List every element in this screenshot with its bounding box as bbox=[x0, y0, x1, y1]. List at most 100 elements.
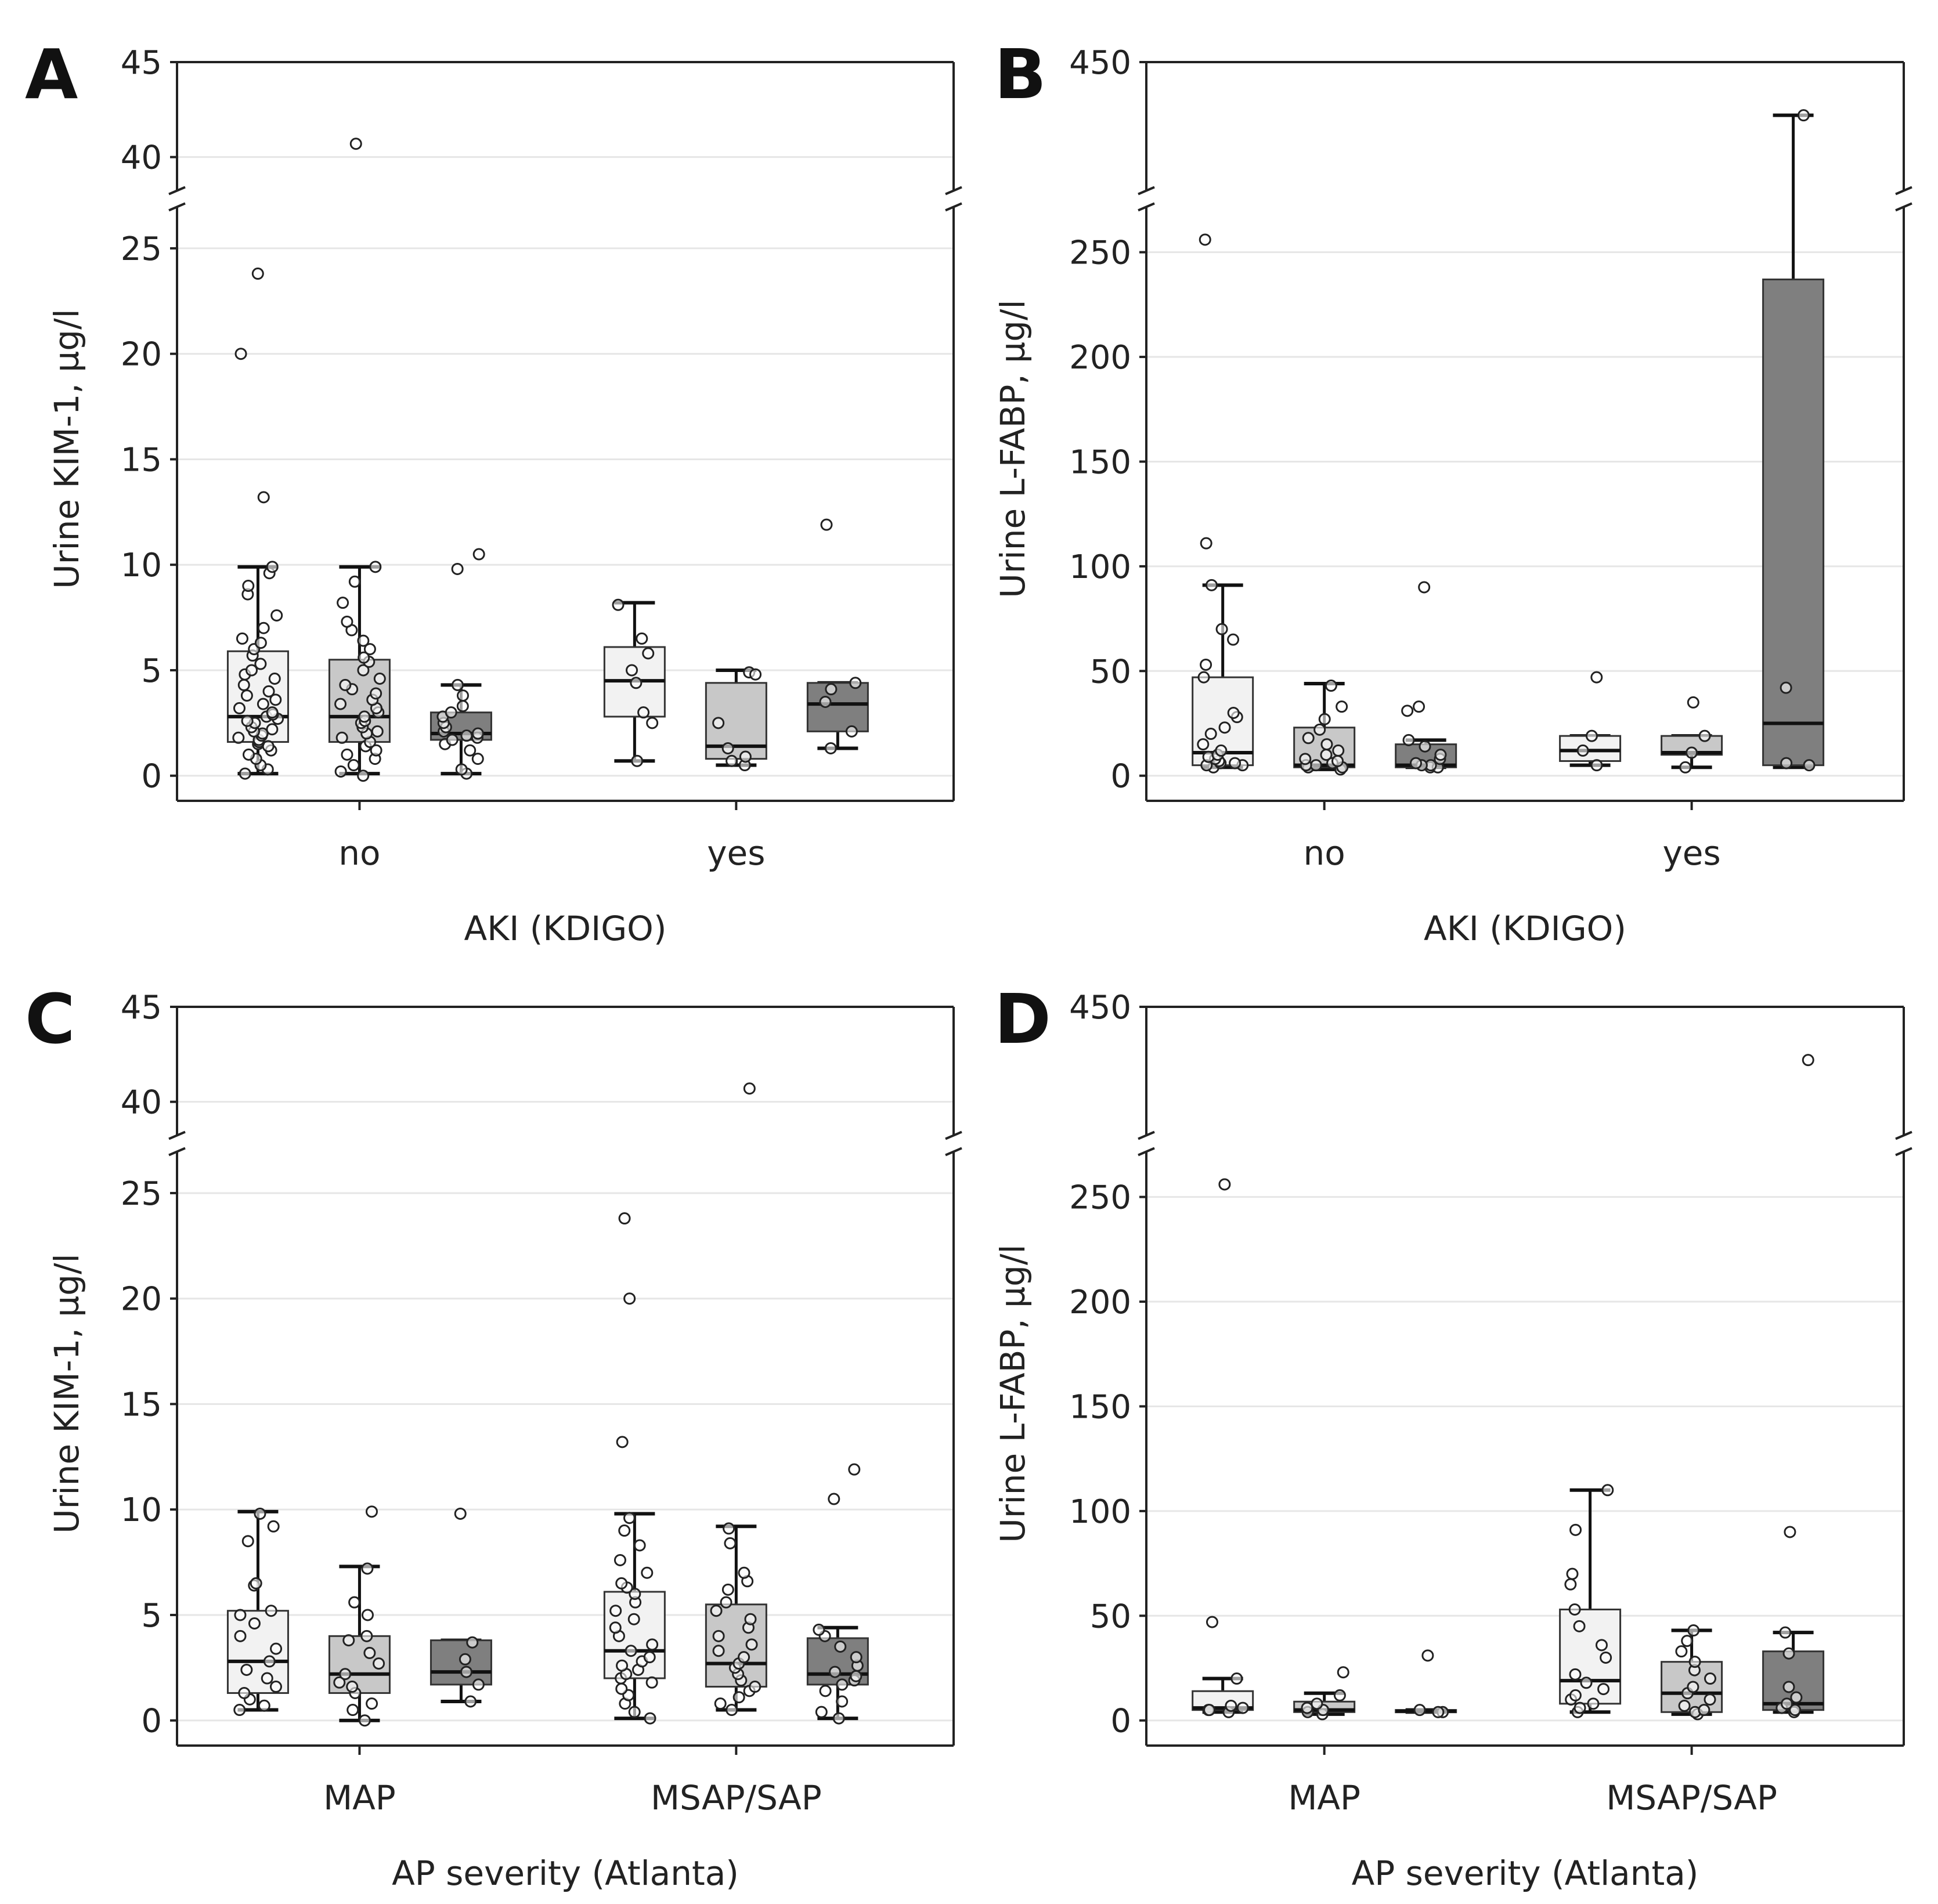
data-point bbox=[613, 1553, 626, 1566]
data-point bbox=[1227, 633, 1240, 646]
data-point bbox=[1332, 744, 1345, 757]
data-point bbox=[732, 1691, 745, 1704]
box-iqr bbox=[806, 682, 869, 732]
data-point bbox=[241, 1535, 254, 1548]
panel-letter: C bbox=[25, 979, 75, 1059]
data-point bbox=[629, 1588, 641, 1600]
data-point bbox=[1600, 1651, 1612, 1664]
data-point bbox=[1204, 728, 1217, 740]
data-point bbox=[1313, 723, 1326, 736]
data-point bbox=[721, 742, 734, 754]
data-point bbox=[836, 1695, 849, 1708]
data-point bbox=[1299, 753, 1312, 765]
data-point bbox=[1590, 759, 1603, 772]
data-point bbox=[1782, 1647, 1795, 1660]
data-point bbox=[337, 597, 349, 609]
data-point bbox=[471, 753, 484, 765]
data-point bbox=[745, 1638, 758, 1651]
data-point bbox=[1197, 671, 1210, 684]
y-tick-label: 100 bbox=[1069, 548, 1131, 586]
data-point bbox=[616, 1659, 629, 1672]
data-point bbox=[1336, 700, 1348, 713]
data-point bbox=[834, 1640, 847, 1653]
data-point bbox=[848, 1463, 861, 1476]
y-tick-label: 50 bbox=[1090, 653, 1131, 691]
data-point bbox=[618, 1524, 631, 1537]
data-point bbox=[1587, 1697, 1600, 1710]
box-no-group-0 bbox=[226, 268, 289, 780]
x-tick-label: no bbox=[338, 833, 380, 873]
y-axis-title: Urine KIM-1, µg/l bbox=[47, 1253, 86, 1534]
x-tick-label: yes bbox=[707, 833, 765, 873]
data-point bbox=[1301, 1701, 1313, 1714]
data-point bbox=[269, 693, 282, 706]
data-point bbox=[712, 1630, 725, 1642]
panel-letter: D bbox=[994, 979, 1051, 1059]
data-point bbox=[1780, 757, 1793, 769]
data-point bbox=[333, 1676, 346, 1689]
data-point bbox=[723, 1522, 735, 1535]
data-point bbox=[744, 1613, 757, 1625]
data-point bbox=[339, 678, 352, 691]
data-point bbox=[341, 615, 353, 628]
axis-break-mark bbox=[168, 186, 186, 196]
box-msap-sap-group-2 bbox=[1762, 1054, 1825, 1718]
data-point bbox=[254, 1507, 266, 1520]
x-tick-label: no bbox=[1304, 833, 1345, 873]
panel-letter: A bbox=[25, 34, 78, 114]
data-point bbox=[262, 685, 275, 698]
data-point bbox=[1337, 1666, 1349, 1679]
data-point bbox=[456, 689, 469, 702]
data-point bbox=[334, 698, 347, 710]
data-point bbox=[268, 673, 281, 685]
data-point bbox=[1432, 1706, 1445, 1718]
data-point bbox=[234, 348, 247, 360]
box-no-group-2 bbox=[430, 548, 492, 780]
data-point bbox=[1573, 1620, 1586, 1632]
data-point bbox=[1568, 1603, 1581, 1616]
data-point bbox=[721, 1583, 734, 1596]
y-tick-label: 10 bbox=[121, 547, 162, 584]
data-point bbox=[1200, 658, 1212, 671]
data-point bbox=[1687, 696, 1699, 709]
data-point bbox=[365, 1505, 378, 1518]
data-point bbox=[342, 1634, 355, 1647]
data-point bbox=[460, 1665, 472, 1678]
data-point bbox=[1302, 732, 1315, 745]
data-point bbox=[625, 1645, 637, 1657]
box-yes-group-2 bbox=[1762, 109, 1825, 772]
y-tick-label: 20 bbox=[121, 1281, 162, 1318]
data-point bbox=[1688, 1656, 1701, 1668]
data-point bbox=[1333, 1689, 1346, 1701]
x-axis-title: AP severity (Atlanta) bbox=[1352, 1854, 1699, 1893]
y-tick-label: 250 bbox=[1069, 1179, 1131, 1217]
data-point bbox=[233, 702, 246, 714]
data-point bbox=[1790, 1691, 1803, 1704]
data-point bbox=[239, 767, 251, 780]
data-point bbox=[341, 748, 353, 761]
data-point bbox=[1230, 1672, 1243, 1685]
x-axis-title: AKI (KDIGO) bbox=[1424, 909, 1626, 948]
data-point bbox=[238, 1686, 251, 1699]
data-point bbox=[466, 1636, 479, 1649]
data-point bbox=[270, 1642, 283, 1655]
data-point bbox=[738, 1651, 750, 1664]
x-tick-label: MSAP/SAP bbox=[651, 1778, 822, 1818]
data-point bbox=[472, 548, 485, 561]
data-point bbox=[819, 695, 832, 708]
box-map-group-1 bbox=[328, 1505, 391, 1727]
axis-break-mark bbox=[1895, 186, 1912, 196]
data-point bbox=[240, 1663, 253, 1676]
data-point bbox=[1215, 744, 1228, 757]
y-axis-title: Urine KIM-1, µg/l bbox=[47, 309, 86, 589]
data-point bbox=[813, 1623, 825, 1636]
data-point bbox=[720, 1596, 732, 1609]
box-no-group-0 bbox=[1192, 233, 1254, 774]
box-map-group-0 bbox=[1192, 1178, 1254, 1718]
data-point bbox=[1590, 671, 1603, 684]
data-point bbox=[451, 678, 464, 691]
data-point bbox=[1704, 1672, 1717, 1685]
data-point bbox=[612, 598, 625, 611]
data-point bbox=[1803, 759, 1816, 772]
